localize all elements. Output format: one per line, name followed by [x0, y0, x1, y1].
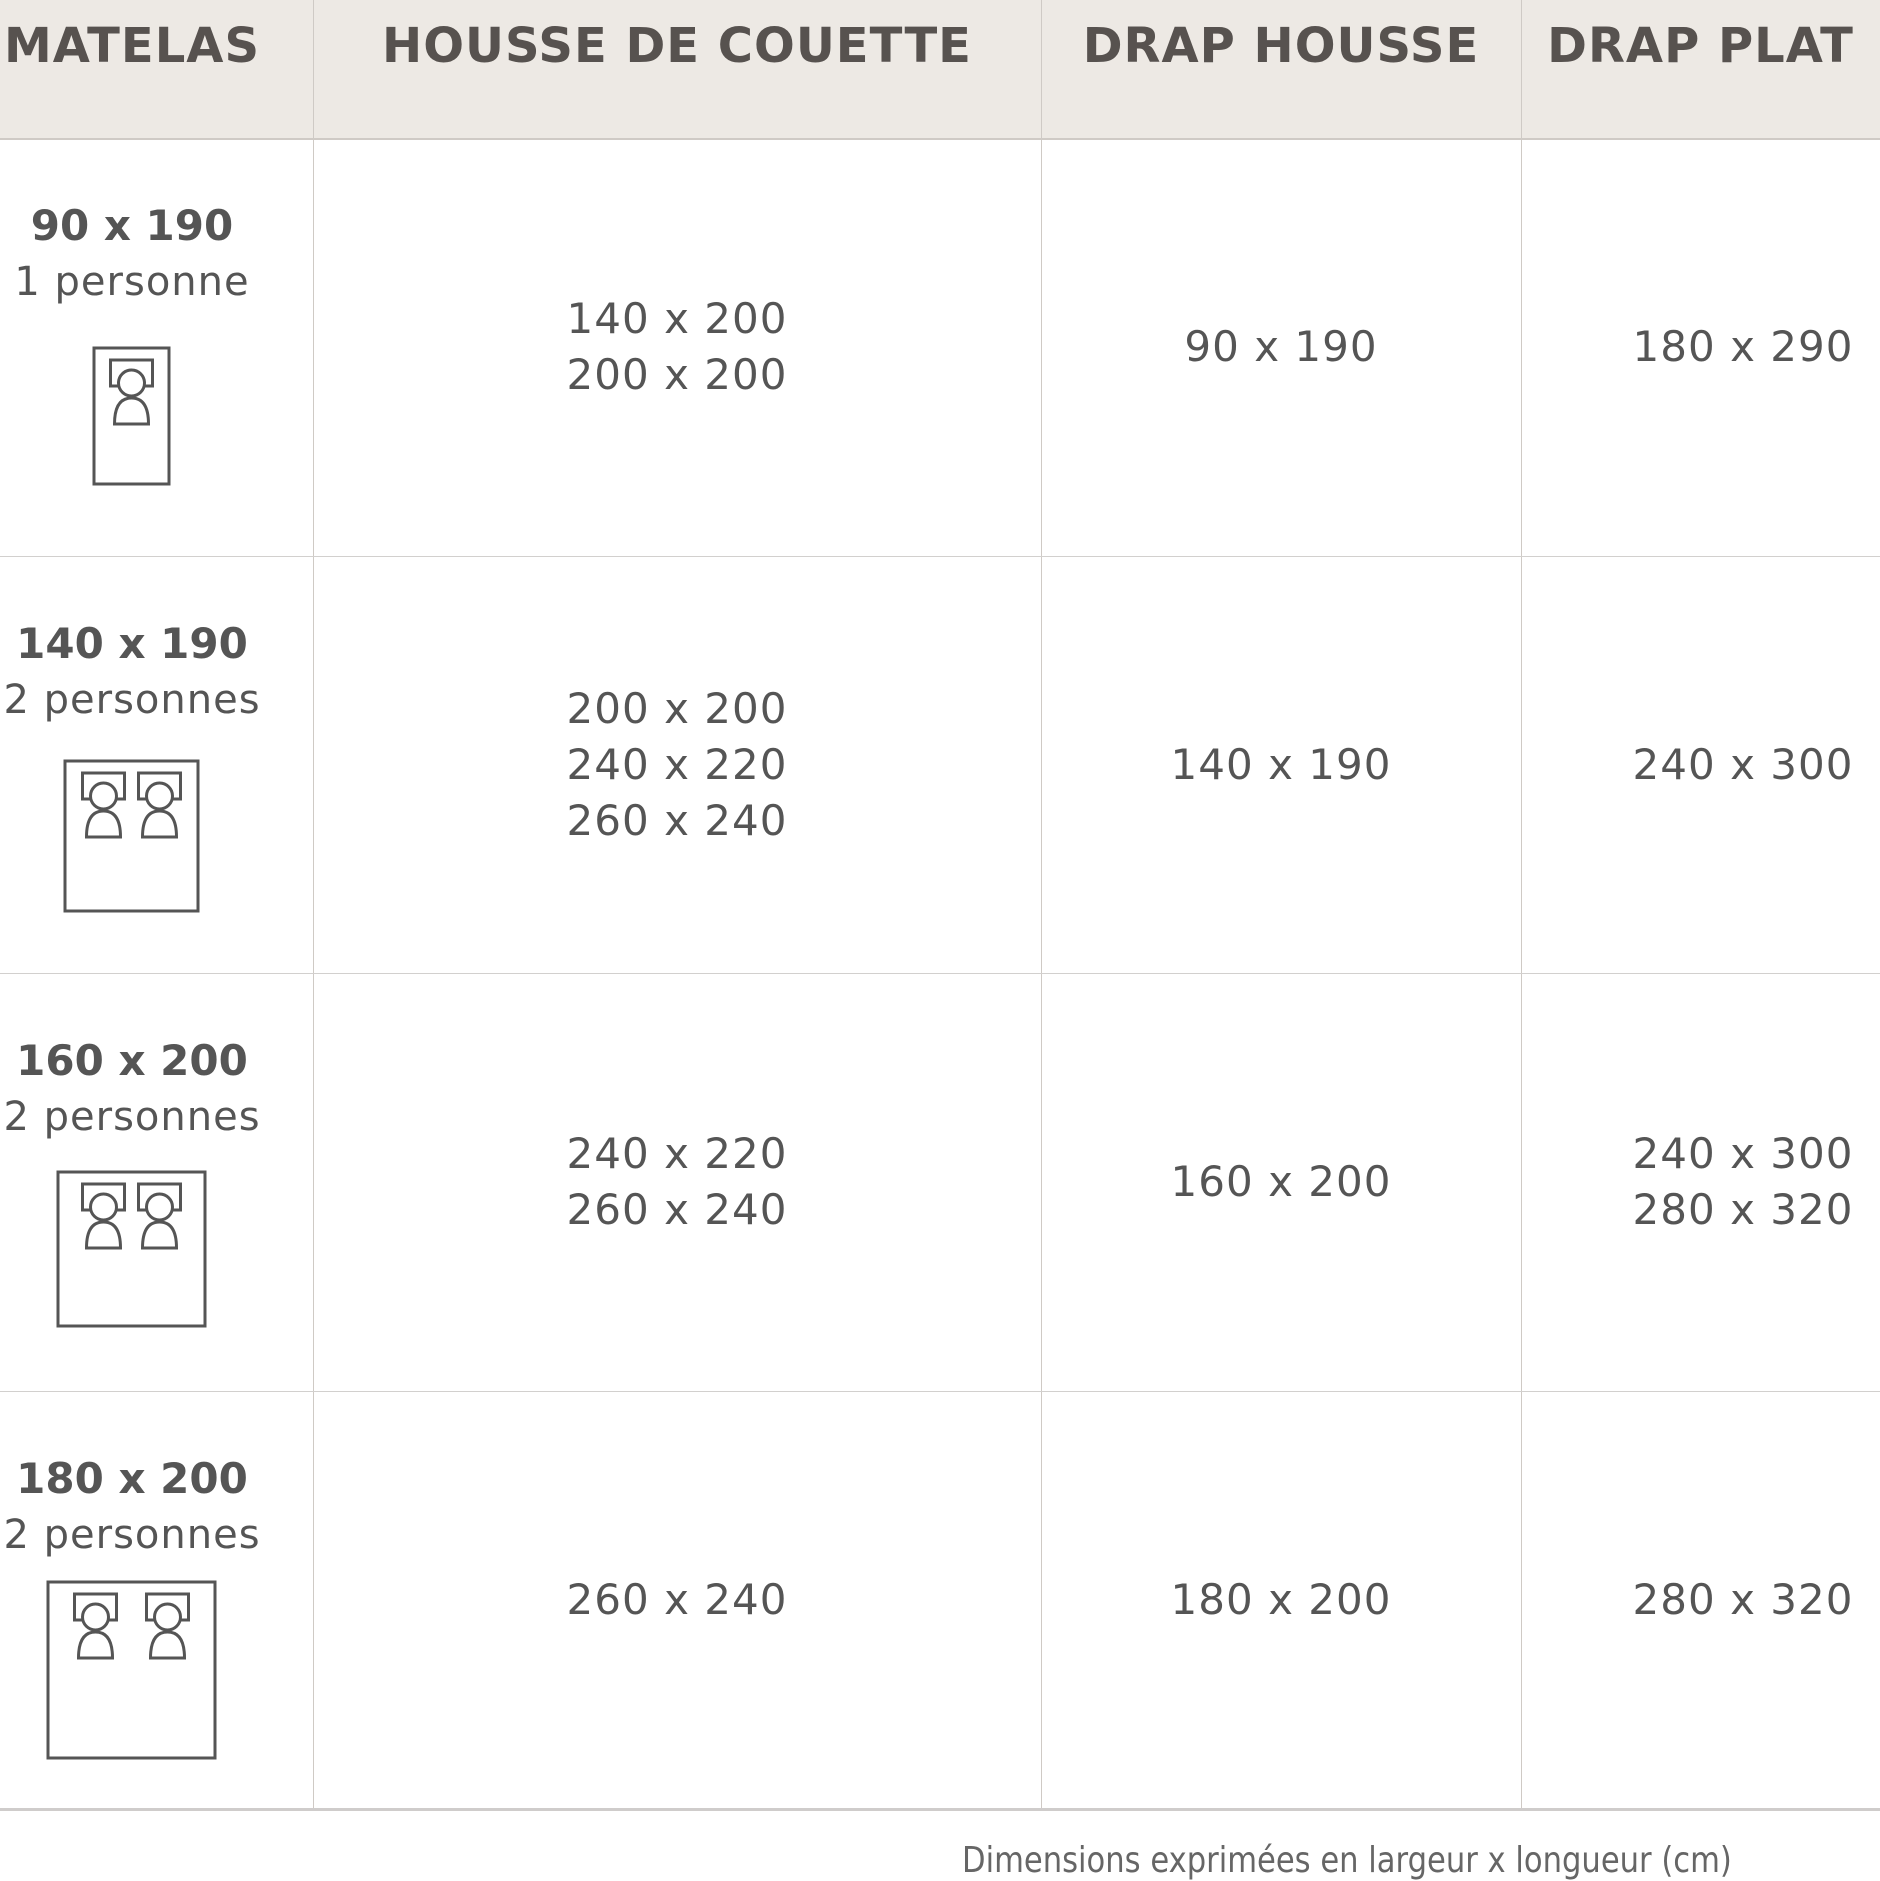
cell-housse: 200 x 200 240 x 220 260 x 240	[313, 556, 1041, 973]
double-bed-icon	[56, 1170, 207, 1328]
column-header: DRAP PLAT	[1547, 18, 1854, 74]
dimension-value: 180 x 200	[1170, 1574, 1392, 1624]
mattress-size: 140 x 190	[16, 619, 248, 668]
row-divider	[0, 556, 1880, 557]
cell-drap-plat: 240 x 300 280 x 320	[1521, 973, 1880, 1391]
row-divider	[0, 1808, 1880, 1811]
column-divider	[1521, 0, 1522, 1808]
column-header: MATELAS	[3, 18, 261, 74]
cell-drap-plat: 280 x 320	[1521, 1391, 1880, 1808]
dimension-value: 180 x 290	[1632, 322, 1854, 371]
dimension-value: 200 x 200	[566, 683, 788, 733]
column-header: HOUSSE DE COUETTE	[382, 18, 972, 74]
mattress-label: 160 x 200 2 personnes	[0, 1033, 264, 1145]
cell-drap-housse: 90 x 190	[1041, 138, 1521, 556]
cell-drap-housse: 140 x 190	[1041, 556, 1521, 973]
cell-housse: 240 x 220 260 x 240	[313, 973, 1041, 1391]
dimension-value: 260 x 240	[566, 1185, 788, 1234]
single-bed-icon	[92, 346, 171, 486]
dimension-value: 200 x 200	[566, 350, 788, 399]
dimension-value: 140 x 200	[566, 294, 788, 343]
cell-housse: 140 x 200 200 x 200	[313, 138, 1041, 556]
mattress-label: 90 x 190 1 personne	[0, 198, 264, 310]
row-divider	[0, 973, 1880, 974]
column-header: DRAP HOUSSE	[1082, 18, 1480, 74]
mattress-size: 90 x 190	[30, 201, 234, 250]
dimension-value: 90 x 190	[1184, 322, 1378, 371]
dimension-value: 280 x 320	[1632, 1574, 1854, 1624]
mattress-label: 180 x 200 2 personnes	[0, 1451, 264, 1563]
column-divider	[1041, 0, 1042, 1808]
column-divider	[313, 0, 314, 1808]
persons-count: 1 personne	[14, 259, 250, 305]
mattress-size: 160 x 200	[16, 1036, 248, 1085]
dimension-value: 260 x 240	[566, 1574, 788, 1624]
dimension-value: 240 x 300	[1632, 739, 1854, 789]
persons-count: 2 personnes	[3, 677, 261, 723]
footnote: Dimensions exprimées en largeur x longue…	[962, 1840, 1732, 1881]
cell-drap-housse: 160 x 200	[1041, 973, 1521, 1391]
cell-drap-plat: 240 x 300	[1521, 556, 1880, 973]
dimension-value: 280 x 320	[1632, 1185, 1854, 1234]
mattress-label: 140 x 190 2 personnes	[0, 616, 264, 728]
mattress-size: 180 x 200	[16, 1454, 248, 1503]
dimension-value: 240 x 220	[566, 1129, 788, 1178]
persons-count: 2 personnes	[3, 1094, 261, 1140]
row-divider	[0, 1391, 1880, 1392]
dimension-value: 240 x 220	[566, 739, 788, 789]
cell-housse: 260 x 240	[313, 1391, 1041, 1808]
dimension-value: 260 x 240	[566, 795, 788, 845]
cell-drap-housse: 180 x 200	[1041, 1391, 1521, 1808]
persons-count: 2 personnes	[3, 1512, 261, 1558]
dimension-value: 160 x 200	[1170, 1157, 1392, 1206]
cell-drap-plat: 180 x 290	[1521, 138, 1880, 556]
double-bed-icon	[63, 759, 200, 913]
double-bed-icon	[46, 1580, 217, 1760]
dimension-value: 140 x 190	[1170, 739, 1392, 789]
dimension-value: 240 x 300	[1632, 1129, 1854, 1178]
